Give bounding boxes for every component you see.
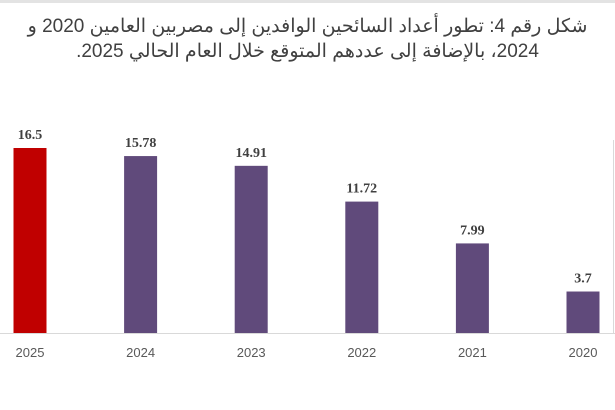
x-tick-2022: 2022 <box>347 345 376 360</box>
x-tick-2023: 2023 <box>237 345 266 360</box>
data-label-2024: 15.78 <box>125 136 157 151</box>
data-label-2022: 11.72 <box>346 182 377 197</box>
top-border <box>0 0 615 3</box>
bar-2025 <box>13 148 47 333</box>
bar-2024 <box>124 156 158 333</box>
x-tick-2025: 2025 <box>16 345 45 360</box>
x-tick-2024: 2024 <box>126 345 155 360</box>
chart-title: شكل رقم 4: تطور أعداد السائحين الوافدين … <box>27 16 588 62</box>
x-tick-2021: 2021 <box>458 345 487 360</box>
bar-2021 <box>455 243 489 333</box>
data-label-2025: 16.5 <box>18 128 43 143</box>
bar-2023 <box>234 165 268 333</box>
data-label-2020: 3.7 <box>574 272 592 287</box>
x-tick-2020: 2020 <box>569 345 598 360</box>
bar-2022 <box>345 201 379 333</box>
data-label-2023: 14.91 <box>235 146 267 161</box>
data-label-2021: 7.99 <box>460 223 485 238</box>
bar-2020 <box>566 291 600 333</box>
